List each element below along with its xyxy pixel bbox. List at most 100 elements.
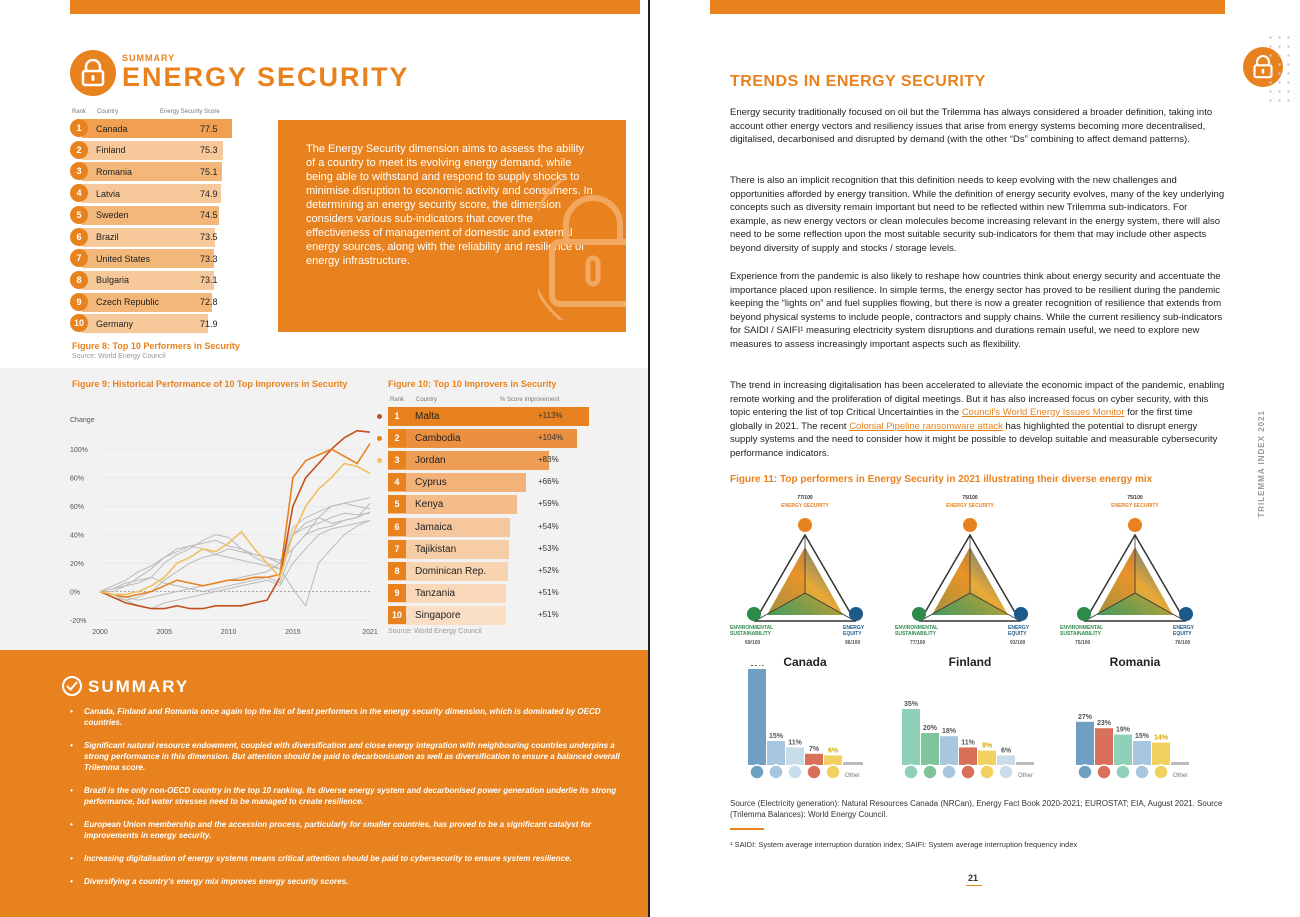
equity-score: 93/100 <box>1010 640 1026 646</box>
improvement-pct: +52% <box>538 565 559 575</box>
summary-bullet: European Union membership and the access… <box>70 819 620 841</box>
other-label: Other <box>845 773 860 779</box>
energy-source-icon <box>825 764 841 780</box>
mix-bar-other <box>1171 762 1189 765</box>
improvement-pct: +51% <box>538 609 559 619</box>
country-name: Jordan <box>415 455 446 467</box>
fig10-caption: Figure 10: Top 10 Improvers in Security <box>388 379 557 389</box>
rank-badge: 1 <box>388 407 406 425</box>
fig10-header-rank: Rank <box>390 397 405 403</box>
improver-row: 8 Dominican Rep. <box>388 561 508 581</box>
energy-source-icon <box>749 764 765 780</box>
energy-source-icon <box>1096 764 1112 780</box>
paragraph-4-text: for the first time globally in 2021. The… <box>730 407 1193 432</box>
leaf-icon <box>912 607 926 621</box>
country-name: Romania <box>96 166 133 177</box>
mix-bar <box>940 736 958 765</box>
mix-bar-label: 19% <box>1116 727 1131 734</box>
mix-bar-label: 11% <box>961 739 975 746</box>
paragraph-4-text: has highlighted the potential to disrupt… <box>730 420 1218 459</box>
rank-badge: 10 <box>388 605 406 624</box>
mix-bar <box>997 755 1015 765</box>
colonial-pipeline-link[interactable]: Colonial Pipeline ransomware attack <box>849 420 1003 432</box>
country-name: Cyprus <box>415 477 447 489</box>
top10-row: 6 Brazil 73.5 <box>70 227 218 247</box>
equity-label: ENERGY EQUITY <box>1173 625 1195 637</box>
rank-badge: 10 <box>70 314 88 333</box>
footnote-rule <box>730 828 764 830</box>
score-value: 75.1 <box>200 166 218 177</box>
top10-row: 3 Romania 75.1 <box>70 162 222 182</box>
country-name: Latvia <box>96 188 121 199</box>
energy-source-icon <box>787 764 803 780</box>
y-axis-title: Change <box>70 417 95 424</box>
side-running-title: TRILEMMA INDEX 2021 <box>1257 410 1266 518</box>
mix-bar-label: 6% <box>1001 747 1012 754</box>
page-title: ENERGY SECURITY <box>122 62 410 92</box>
mix-bar <box>921 733 939 765</box>
series-marker <box>377 414 382 419</box>
fig8-source: Source: World Energy Council <box>72 353 166 360</box>
rank-badge: 3 <box>70 162 88 181</box>
score-value: 73.5 <box>200 232 218 242</box>
equity-label: ENERGY EQUITY <box>843 625 865 637</box>
equity-score: 96/100 <box>845 640 861 646</box>
series-line-highlight <box>99 462 371 596</box>
top10-row: 8 Bulgaria 73.1 <box>70 270 218 290</box>
mix-bar-label: 11% <box>788 739 802 746</box>
country-name: Finland <box>96 145 126 156</box>
country-name: United States <box>96 253 151 264</box>
security-label: ENERGY SECURITY <box>946 503 994 509</box>
security-score: 75/100 <box>962 495 978 501</box>
energy-source-icon <box>1134 764 1150 780</box>
summary-bullet: Canada, Finland and Romania once again t… <box>70 706 620 728</box>
fig9-line-chart: Change 100% 80% 60% 40% 20% 0% -20% 2000 2005 2010… <box>70 417 378 636</box>
energy-source-icon <box>941 764 957 780</box>
improvement-pct: +66% <box>538 477 559 487</box>
rank-badge: 4 <box>388 473 406 492</box>
lock-icon <box>70 50 116 96</box>
improvement-pct: +83% <box>538 455 559 465</box>
table-header-country: Country <box>97 109 119 115</box>
rank-badge: 7 <box>70 249 88 268</box>
mix-bar <box>1133 741 1151 765</box>
country-name: Tanzania <box>415 587 456 599</box>
trilemma-triangle: 75/100 ENERGY SECURITY ENVIRONMENTAL SUS… <box>895 495 1030 670</box>
energy-source-icon <box>768 764 784 780</box>
leaf-icon <box>747 607 761 621</box>
check-circle-icon <box>62 676 82 696</box>
table-header-rank: Rank <box>72 109 87 115</box>
improvement-pct: +104% <box>538 433 564 443</box>
summary-bullet: Diversifying a country's energy mix impr… <box>70 876 620 887</box>
top10-row: 10 Germany 71.9 <box>70 314 218 334</box>
y-tick-label: 20% <box>70 561 84 568</box>
fig10-header-country: Country <box>416 397 438 403</box>
country-title: Finland <box>948 655 992 669</box>
country-title: Romania <box>1109 655 1161 669</box>
energy-source-icon <box>922 764 938 780</box>
energy-source-icon <box>903 764 919 780</box>
energy-source-icon <box>998 764 1014 780</box>
fig10-source: Source: World Energy Council <box>388 628 482 635</box>
y-tick-label: -20% <box>70 618 86 625</box>
score-value: 75.3 <box>200 145 218 156</box>
top10-row: 5 Sweden 74.5 <box>70 205 220 225</box>
rank-badge: 3 <box>388 451 406 470</box>
improver-row: 2 Cambodia <box>388 429 578 449</box>
fig10-header-pct: % Score Improvement <box>500 397 560 403</box>
security-score: 77/100 <box>797 495 813 501</box>
rank-badge: 2 <box>70 140 88 159</box>
fig9-caption: Figure 9: Historical Performance of 10 T… <box>72 379 348 389</box>
rank-badge: 2 <box>388 429 406 448</box>
improver-row: 3 Jordan <box>388 451 550 471</box>
score-value: 74.5 <box>200 210 218 221</box>
equity-score: 76/100 <box>1175 640 1191 646</box>
top10-row: 1 Canada 77.5 <box>70 119 232 138</box>
source-note: Source (Electricity generation): Natural… <box>730 799 1223 819</box>
energy-source-icon <box>979 764 995 780</box>
rank-badge: 8 <box>388 561 406 580</box>
section-heading: TRENDS IN ENERGY SECURITY <box>730 73 986 90</box>
issues-monitor-link[interactable]: Council's World Energy Issues Monitor <box>961 407 1125 418</box>
rank-badge: 7 <box>388 539 406 558</box>
fig11-mix-bars: 60% 15% 11% 7% 6% Other 35% 20% 18% 11% 9% 6% Other 2… <box>748 665 1189 780</box>
